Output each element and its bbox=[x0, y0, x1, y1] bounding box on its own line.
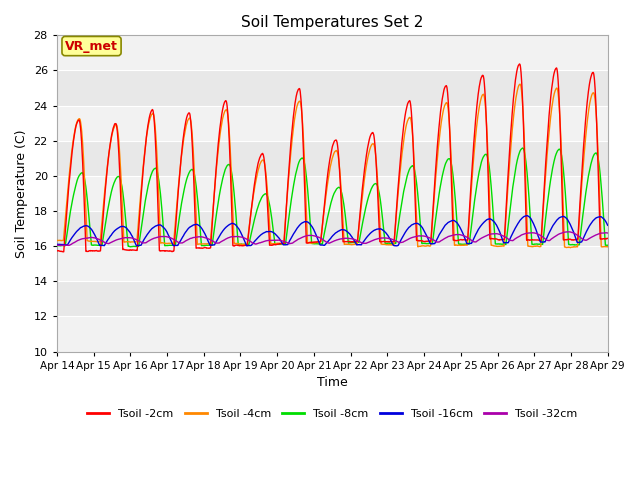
Y-axis label: Soil Temperature (C): Soil Temperature (C) bbox=[15, 129, 28, 258]
Text: VR_met: VR_met bbox=[65, 39, 118, 53]
Bar bbox=[57, 106, 608, 141]
Bar bbox=[57, 176, 608, 211]
Bar bbox=[57, 246, 608, 281]
Bar bbox=[57, 316, 608, 351]
Bar bbox=[57, 36, 608, 71]
Legend: Tsoil -2cm, Tsoil -4cm, Tsoil -8cm, Tsoil -16cm, Tsoil -32cm: Tsoil -2cm, Tsoil -4cm, Tsoil -8cm, Tsoi… bbox=[83, 405, 582, 423]
X-axis label: Time: Time bbox=[317, 376, 348, 389]
Title: Soil Temperatures Set 2: Soil Temperatures Set 2 bbox=[241, 15, 424, 30]
